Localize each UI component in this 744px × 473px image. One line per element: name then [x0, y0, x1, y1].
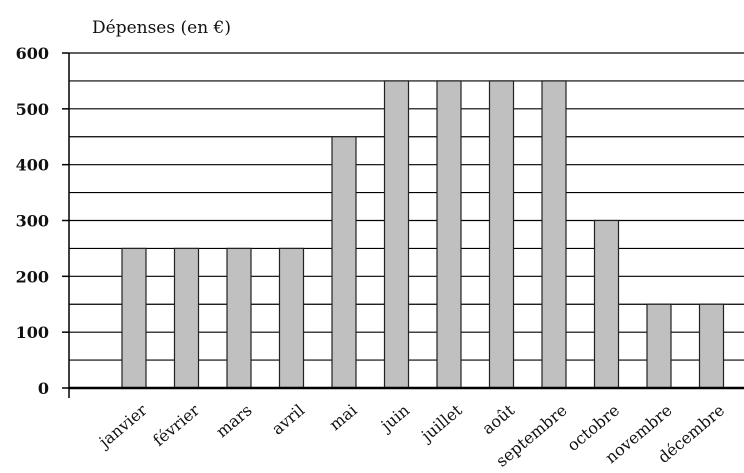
bar-octobre — [593, 219, 620, 389]
x-tick-label: février — [149, 400, 203, 450]
x-tick-label: juin — [376, 401, 413, 437]
y-tick-label: 300 — [16, 212, 49, 231]
bar-août — [488, 80, 515, 389]
y-tick-label: 500 — [16, 100, 49, 119]
bar-juin — [383, 80, 410, 389]
bar-juillet — [436, 80, 462, 389]
x-tick-label: juillet — [416, 400, 466, 446]
bar-décembre — [698, 303, 725, 389]
axes — [68, 53, 744, 398]
x-tick-label: mars — [212, 401, 255, 442]
y-ticks: 0 100 200 300 400 500 600 — [16, 44, 69, 398]
y-tick-label: 100 — [16, 323, 49, 342]
bar-novembre — [646, 303, 672, 389]
x-tick-label: janvier — [94, 400, 151, 452]
bar-février — [173, 247, 200, 389]
y-tick-label: 600 — [16, 44, 49, 63]
y-axis-label: Dépenses (en €) — [92, 18, 231, 38]
bar-mars — [226, 247, 252, 389]
x-tick-label: avril — [268, 401, 308, 439]
x-tick-label: mai — [326, 401, 361, 435]
bars — [121, 80, 725, 389]
bar-septembre — [541, 80, 567, 389]
bar-avril — [278, 247, 305, 389]
bar-mai — [331, 136, 357, 389]
y-tick-label: 0 — [38, 379, 49, 398]
y-tick-label: 400 — [16, 156, 49, 175]
bar-janvier — [121, 247, 147, 389]
x-tick-label: août — [478, 400, 518, 438]
y-tick-label: 200 — [16, 267, 49, 286]
